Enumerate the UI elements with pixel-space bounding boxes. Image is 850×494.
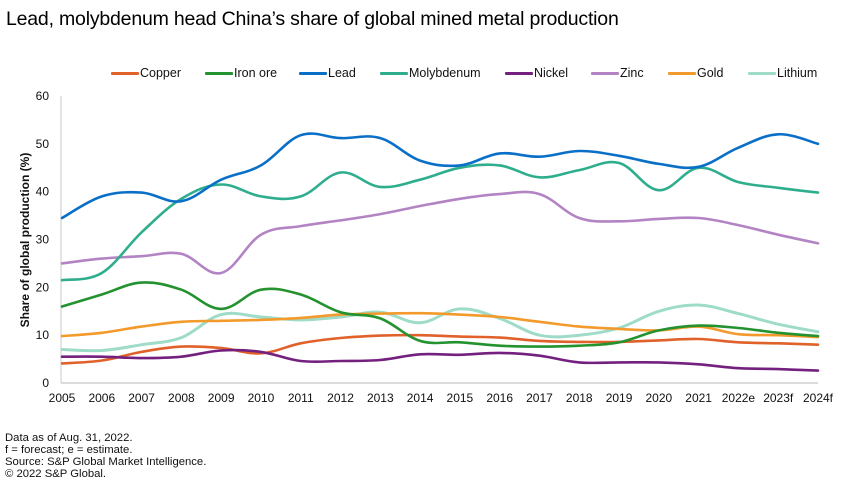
- axes: 0 10 20 30 40 50 60 2005 2006 2007 2008 2009 2010 201…: [36, 89, 834, 405]
- line-chart: 0 10 20 30 40 50 60 2005 2006 2007 2008 2009 2010 201…: [18, 89, 834, 405]
- note-copyright: © 2022 S&P Global.: [5, 468, 107, 480]
- series-line-lithium: [60, 303, 820, 353]
- series-line-nickel: [60, 348, 820, 372]
- legend-item-lithium: Lithium: [748, 64, 817, 82]
- x-tick-label: 2008: [168, 391, 195, 405]
- legend-swatch: [380, 71, 408, 75]
- legend-label: Iron ore: [234, 66, 278, 80]
- x-tick-label: 2021: [685, 391, 712, 405]
- legend-label: Nickel: [534, 66, 569, 80]
- x-tick-label: 2022e: [722, 391, 756, 405]
- x-tick-label: 2013: [367, 391, 394, 405]
- x-tick-label: 2020: [645, 391, 672, 405]
- legend-item-zinc: Zinc: [591, 64, 644, 82]
- x-tick-label: 2016: [486, 391, 513, 405]
- x-tick-label: 2011: [288, 391, 314, 405]
- series-line-lead: [60, 132, 820, 220]
- footer-notes: Data as of Aug. 31, 2022. f = forecast; …: [5, 432, 206, 480]
- x-tick-label: 2015: [447, 391, 474, 405]
- series-line-copper: [60, 333, 820, 365]
- series-line-zinc: [60, 190, 820, 275]
- legend-item-copper: Copper: [111, 64, 181, 82]
- legend-item-nickel: Nickel: [505, 64, 568, 82]
- series-line-iron-ore: [60, 281, 820, 348]
- series-line-molybdenum: [60, 160, 820, 282]
- x-tick-label: 2024f: [803, 391, 834, 405]
- legend-label: Copper: [140, 66, 181, 80]
- x-tick-label: 2005: [49, 391, 76, 405]
- x-tick-label: 2019: [606, 391, 633, 405]
- y-tick-label: 20: [36, 280, 50, 294]
- legend-swatch: [111, 71, 139, 75]
- y-axis-label: Share of global production (%): [18, 153, 32, 328]
- legend-item-gold: Gold: [668, 64, 723, 82]
- note-data-date: Data as of Aug. 31, 2022.: [5, 432, 133, 444]
- legend-label: Molybdenum: [409, 66, 481, 80]
- x-tick-label: 2018: [566, 391, 593, 405]
- x-tick-label: 2009: [208, 391, 235, 405]
- note-source: Source: S&P Global Market Intelligence.: [5, 456, 207, 468]
- legend-swatch: [748, 71, 776, 75]
- y-tick-label: 50: [36, 137, 50, 151]
- legend: Copper Iron ore Lead Molybdenum Nickel Zinc Go…: [0, 64, 850, 82]
- x-tick-label: 2006: [88, 391, 115, 405]
- legend-label: Gold: [697, 66, 724, 80]
- legend-item-molybdenum: Molybdenum: [380, 64, 481, 82]
- legend-swatch: [505, 71, 533, 75]
- series-layer: [60, 132, 820, 372]
- legend-item-lead: Lead: [299, 64, 356, 82]
- x-tick-label: 2017: [526, 391, 553, 405]
- x-tick-label: 2023f: [763, 391, 794, 405]
- legend-swatch: [668, 71, 696, 75]
- x-tick-label: 2014: [407, 391, 434, 405]
- y-tick-label: 10: [36, 328, 50, 342]
- legend-swatch: [299, 71, 327, 75]
- x-tick-label: 2007: [128, 391, 155, 405]
- chart-title: Lead, molybdenum head China’s share of g…: [6, 8, 619, 30]
- y-tick-label: 40: [36, 185, 50, 199]
- y-tick-label: 30: [36, 233, 50, 247]
- y-tick-label: 0: [42, 376, 49, 390]
- legend-swatch: [591, 71, 619, 75]
- x-tick-label: 2010: [248, 391, 275, 405]
- legend-label: Lead: [328, 66, 356, 80]
- legend-item-iron-ore: Iron ore: [205, 64, 277, 82]
- note-legend-abbrev: f = forecast; e = estimate.: [5, 444, 133, 456]
- x-tick-label: 2012: [327, 391, 354, 405]
- legend-label: Zinc: [620, 66, 644, 80]
- legend-label: Lithium: [777, 66, 818, 80]
- legend-swatch: [205, 71, 233, 75]
- y-tick-label: 60: [36, 89, 50, 103]
